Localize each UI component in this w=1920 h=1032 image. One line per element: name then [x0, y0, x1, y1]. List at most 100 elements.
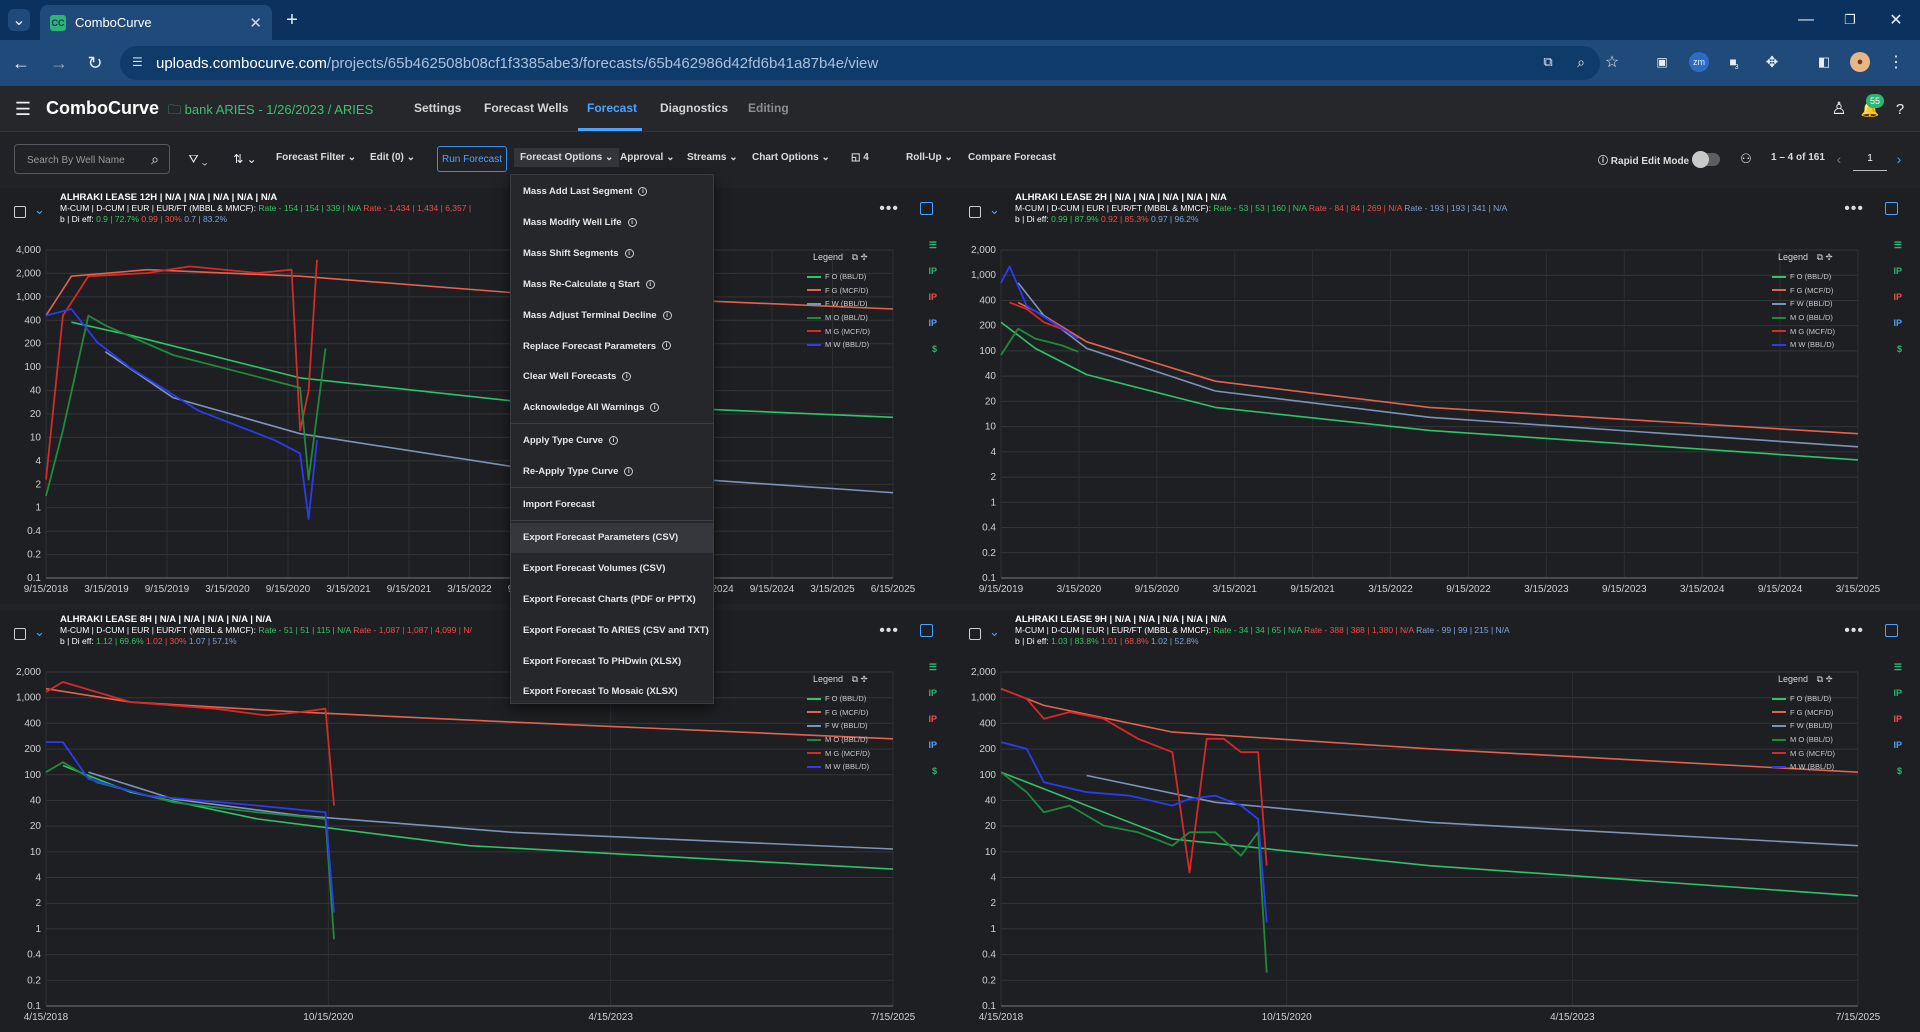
- search-icon[interactable]: ⌕: [151, 150, 159, 167]
- zoom-extension-icon[interactable]: zm: [1689, 52, 1709, 72]
- page-number-input[interactable]: 1: [1853, 147, 1887, 171]
- menu-item[interactable]: Re-Apply Type Curve i: [511, 457, 713, 487]
- open-in-app-icon[interactable]: ⧉: [1543, 54, 1553, 69]
- select-well-checkbox[interactable]: [969, 206, 981, 218]
- menu-item[interactable]: Export Forecast To ARIES (CSV and TXT): [511, 616, 713, 646]
- minimize-icon[interactable]: —: [1798, 11, 1814, 28]
- edit-dropdown[interactable]: Edit (0) ⌄: [370, 152, 416, 163]
- legend-entry[interactable]: M G (MCF/D): [1772, 324, 1835, 338]
- ip-water-icon[interactable]: IP: [928, 740, 937, 750]
- chart-settings-icon[interactable]: ☰: [928, 240, 937, 250]
- legend-entry[interactable]: F W (BBL/D): [807, 719, 870, 733]
- legend-entry[interactable]: F G (MCF/D): [807, 284, 870, 298]
- expand-chart-icon[interactable]: [1885, 202, 1898, 215]
- economics-bag-icon[interactable]: $: [931, 766, 937, 776]
- ip-gas-icon[interactable]: IP: [1893, 714, 1902, 724]
- legend-entry[interactable]: M O (BBL/D): [1772, 733, 1835, 747]
- approval-dropdown[interactable]: Approval ⌄: [620, 152, 675, 163]
- side-panel-icon[interactable]: ◧: [1817, 54, 1831, 69]
- menu-item[interactable]: Export Forecast Volumes (CSV): [511, 554, 713, 584]
- tab-diagnostics[interactable]: Diagnostics: [660, 101, 729, 115]
- extension-icon[interactable]: ▣: [1656, 55, 1668, 69]
- chart-options-dropdown[interactable]: Chart Options ⌄: [752, 152, 830, 163]
- ip-gas-icon[interactable]: IP: [928, 714, 937, 724]
- copy-icon[interactable]: ⧉: [1816, 252, 1823, 262]
- browser-menu-icon[interactable]: ⋮: [1888, 54, 1904, 71]
- expand-chart-icon[interactable]: [920, 202, 933, 215]
- chart-settings-icon[interactable]: ☰: [1893, 662, 1902, 672]
- legend-entry[interactable]: M W (BBL/D): [1772, 760, 1835, 774]
- forecast-options-dropdown[interactable]: Forecast Options ⌄: [514, 148, 620, 167]
- profile-avatar[interactable]: ●: [1850, 52, 1870, 72]
- menu-item[interactable]: Acknowledge All Warnings i: [511, 393, 713, 423]
- ip-water-icon[interactable]: IP: [1893, 740, 1902, 750]
- rapid-edit-toggle[interactable]: [1692, 151, 1720, 168]
- sort-icon[interactable]: ⇅ ⌄: [233, 152, 257, 166]
- tab-forecast-wells[interactable]: Forecast Wells: [484, 101, 569, 115]
- user-icon[interactable]: ♙: [1831, 99, 1847, 118]
- legend-entry[interactable]: M G (MCF/D): [807, 746, 870, 760]
- close-tab-icon[interactable]: ✕: [249, 14, 262, 32]
- legend-entry[interactable]: M W (BBL/D): [1772, 338, 1835, 352]
- legend-entry[interactable]: M W (BBL/D): [807, 338, 870, 352]
- tab-forecast[interactable]: Forecast: [587, 101, 638, 115]
- streams-dropdown[interactable]: Streams ⌄: [687, 152, 738, 163]
- new-tab-plus-icon[interactable]: +: [286, 8, 298, 31]
- menu-item[interactable]: Mass Adjust Terminal Decline i: [511, 301, 713, 331]
- browser-tab[interactable]: CC ComboCurve ✕: [40, 5, 272, 40]
- chevron-down-icon[interactable]: ⌄: [989, 202, 1000, 217]
- legend-entry[interactable]: F G (MCF/D): [1772, 284, 1835, 298]
- ip-gas-icon[interactable]: IP: [928, 292, 937, 302]
- menu-item[interactable]: Import Forecast: [511, 490, 713, 520]
- chevron-down-icon[interactable]: ⌄: [34, 624, 45, 639]
- chevron-down-icon[interactable]: ⌄: [989, 624, 1000, 639]
- tab-search-chevron-icon[interactable]: ⌄: [8, 9, 30, 31]
- hamburger-menu-icon[interactable]: ☰: [14, 98, 32, 119]
- menu-item[interactable]: Mass Modify Well Life i: [511, 208, 713, 238]
- ip-oil-icon[interactable]: IP: [1893, 266, 1902, 276]
- close-window-icon[interactable]: ✕: [1889, 12, 1903, 29]
- filter-funnel-icon[interactable]: ⛛ ⌄: [188, 151, 208, 166]
- menu-item[interactable]: Apply Type Curve i: [511, 426, 713, 456]
- copy-icon[interactable]: ⧉: [851, 252, 858, 262]
- compare-forecast-button[interactable]: Compare Forecast: [968, 152, 1056, 163]
- legend-entry[interactable]: F G (MCF/D): [1772, 706, 1835, 720]
- legend-entry[interactable]: F O (BBL/D): [1772, 692, 1835, 706]
- extensions-puzzle-icon[interactable]: ✥: [1765, 54, 1779, 71]
- more-options-icon[interactable]: •••: [879, 200, 899, 217]
- menu-item[interactable]: Export Forecast Parameters (CSV): [511, 522, 713, 553]
- legend-entry[interactable]: F W (BBL/D): [1772, 297, 1835, 311]
- ip-water-icon[interactable]: IP: [1893, 318, 1902, 328]
- ip-gas-icon[interactable]: IP: [1893, 292, 1902, 302]
- ip-water-icon[interactable]: IP: [928, 318, 937, 328]
- legend-entry[interactable]: F G (MCF/D): [807, 706, 870, 720]
- app-logo[interactable]: ComboCurve: [46, 98, 160, 118]
- menu-item[interactable]: Mass Add Last Segment i: [511, 177, 713, 207]
- chart-count-selector[interactable]: ◱ 4: [851, 152, 869, 163]
- chart-settings-icon[interactable]: ☰: [1893, 240, 1902, 250]
- economics-bag-icon[interactable]: $: [1896, 766, 1902, 776]
- expand-chart-icon[interactable]: [1885, 624, 1898, 637]
- menu-item[interactable]: Mass Shift Segments i: [511, 239, 713, 269]
- zoom-icon[interactable]: ⌕: [1577, 53, 1585, 70]
- reload-icon[interactable]: ↻: [87, 52, 103, 73]
- more-options-icon[interactable]: •••: [1844, 200, 1864, 217]
- expand-chart-icon[interactable]: [920, 624, 933, 637]
- bookmark-star-icon[interactable]: ☆: [1604, 54, 1620, 71]
- economics-bag-icon[interactable]: $: [931, 344, 937, 354]
- menu-item[interactable]: Replace Forecast Parameters i: [511, 332, 713, 362]
- more-options-icon[interactable]: •••: [879, 622, 899, 639]
- legend-entry[interactable]: M O (BBL/D): [807, 733, 870, 747]
- ip-oil-icon[interactable]: IP: [928, 688, 937, 698]
- prev-page-icon[interactable]: ‹: [1836, 151, 1842, 167]
- move-icon[interactable]: ✥: [1825, 674, 1833, 684]
- select-well-checkbox[interactable]: [14, 206, 26, 218]
- ip-oil-icon[interactable]: IP: [928, 266, 937, 276]
- menu-item[interactable]: Export Forecast To PHDwin (XLSX): [511, 647, 713, 677]
- menu-item[interactable]: Export Forecast To Mosaic (XLSX): [511, 677, 713, 707]
- move-icon[interactable]: ✥: [1825, 252, 1833, 262]
- legend-entry[interactable]: F W (BBL/D): [807, 297, 870, 311]
- legend-entry[interactable]: F W (BBL/D): [1772, 719, 1835, 733]
- tab-settings[interactable]: Settings: [414, 101, 462, 115]
- legend-entry[interactable]: M O (BBL/D): [1772, 311, 1835, 325]
